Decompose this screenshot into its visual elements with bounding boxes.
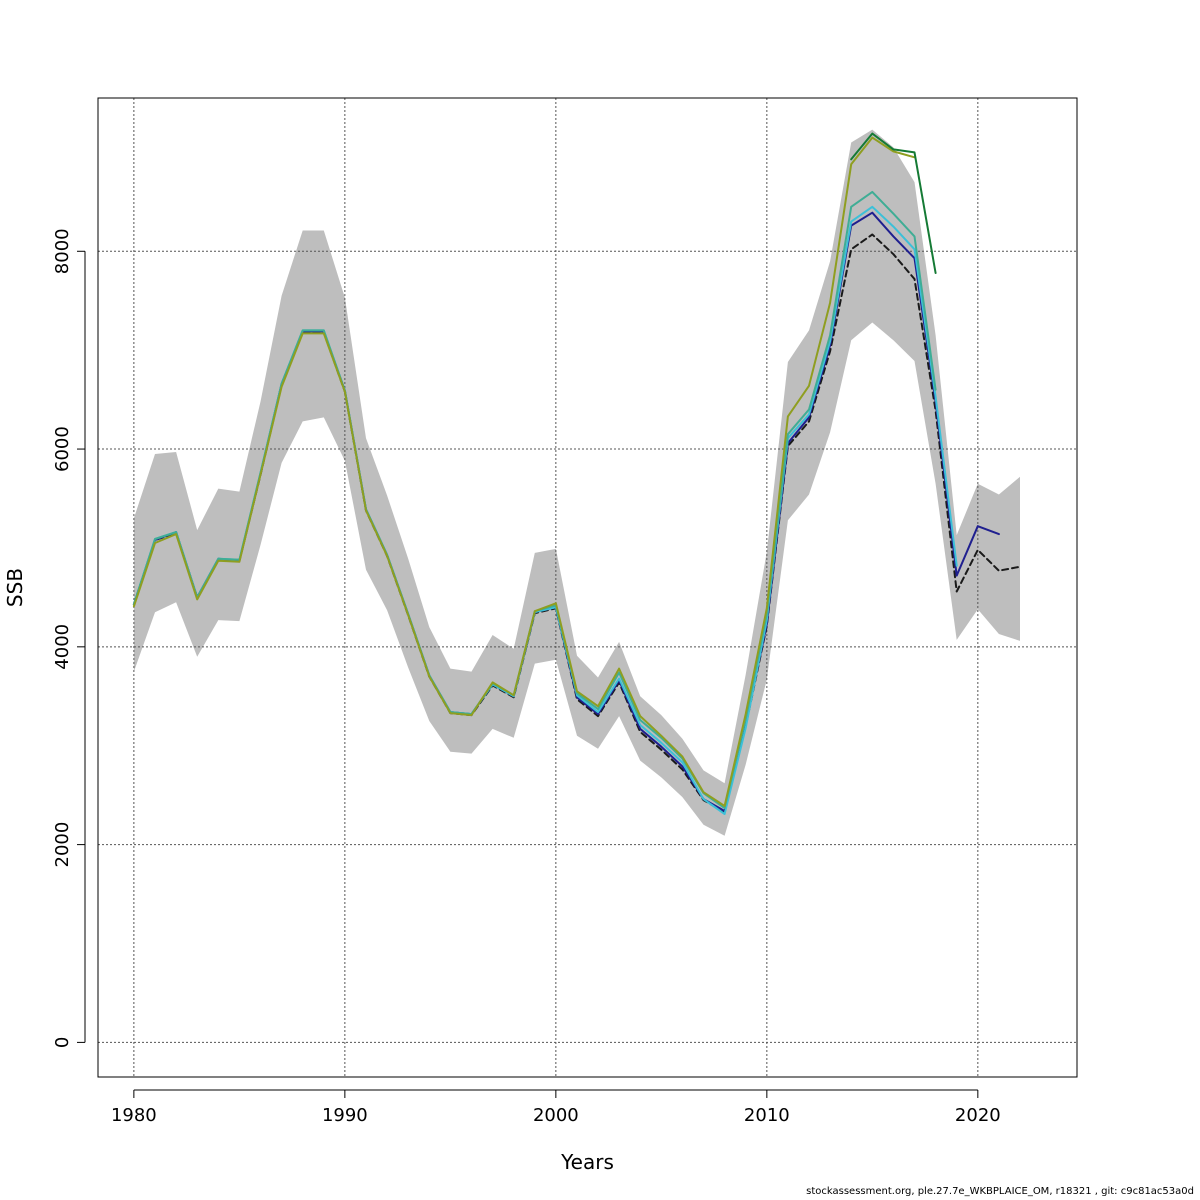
y-tick-label-6000: 6000 bbox=[52, 426, 73, 472]
y-tick-label-0: 0 bbox=[52, 1037, 73, 1048]
footer-source-text: stockassessment.org, ple.27.7e_WKBPLAICE… bbox=[806, 1186, 1194, 1197]
plot-frame bbox=[97, 97, 1078, 1078]
x-axis-title: Years bbox=[560, 1150, 614, 1174]
y-tick-label-8000: 8000 bbox=[52, 228, 73, 274]
axes: 1980 1990 2000 2010 2020 0 2000 4000 6000 8000 bbox=[52, 228, 1001, 1126]
x-tick-label-2010: 2010 bbox=[744, 1105, 790, 1126]
y-tick-label-2000: 2000 bbox=[52, 822, 73, 868]
x-tick-label-1980: 1980 bbox=[111, 1105, 157, 1126]
y-axis-title: SSB bbox=[3, 568, 27, 607]
grid bbox=[98, 98, 1077, 1077]
x-tick-label-1990: 1990 bbox=[322, 1105, 368, 1126]
y-tick-label-4000: 4000 bbox=[52, 624, 73, 670]
x-tick-label-2000: 2000 bbox=[533, 1105, 579, 1126]
confidence-band-area bbox=[133, 129, 1020, 836]
series-line-6 bbox=[850, 132, 937, 274]
series-lines bbox=[132, 132, 1021, 815]
series-line-5 bbox=[132, 136, 916, 807]
confidence-band bbox=[133, 129, 1020, 836]
x-tick-label-2020: 2020 bbox=[955, 1105, 1001, 1126]
